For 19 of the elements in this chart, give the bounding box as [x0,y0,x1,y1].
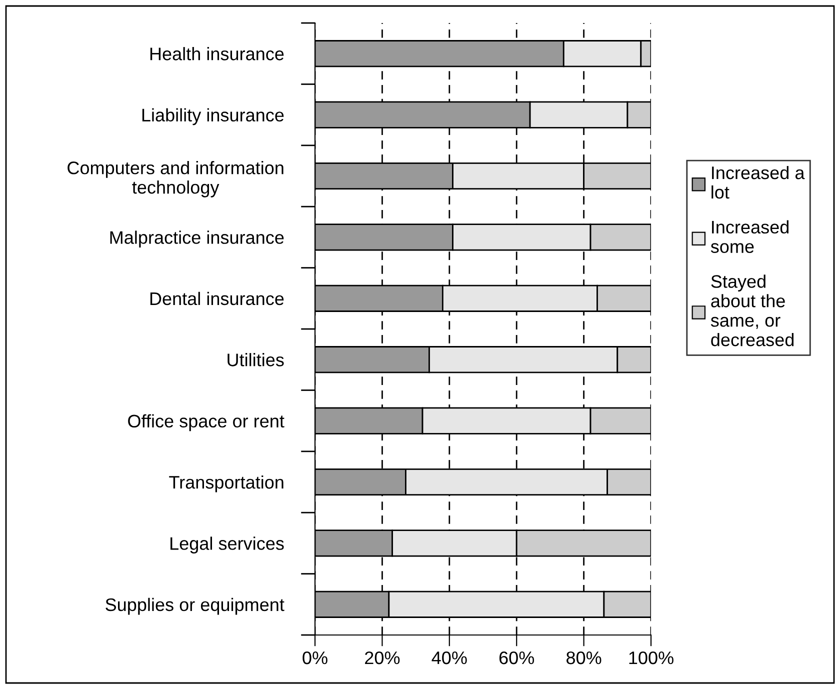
x-tick-label: 100% [629,651,674,664]
x-tick-label: 40% [432,651,467,664]
y-tick-label: Utilities [228,353,284,366]
y-tick-label: Health insurance [150,47,284,60]
legend-label: Increased some [710,220,789,254]
x-tick-label: 80% [566,651,602,664]
x-tick-label: 0% [302,651,328,664]
legend-label: Stayed about the same, or decreased [710,274,794,346]
y-tick-label: Liability insurance [142,108,284,126]
y-tick-label: Dental insurance [150,292,284,306]
y-tick-label: Transportation [169,475,284,492]
legend-label: Increased a lot [712,166,805,199]
y-tick-label: Malpractice insurance [110,230,284,248]
x-tick-label: 60% [499,651,534,664]
y-tick-label: Supplies or equipment [106,598,284,615]
y-tick-label: Legal services [170,536,284,554]
x-tick-label: 20% [365,651,400,664]
y-tick-label: Computers and information technology [68,161,284,198]
y-tick-label: Office space or rent [128,414,284,432]
